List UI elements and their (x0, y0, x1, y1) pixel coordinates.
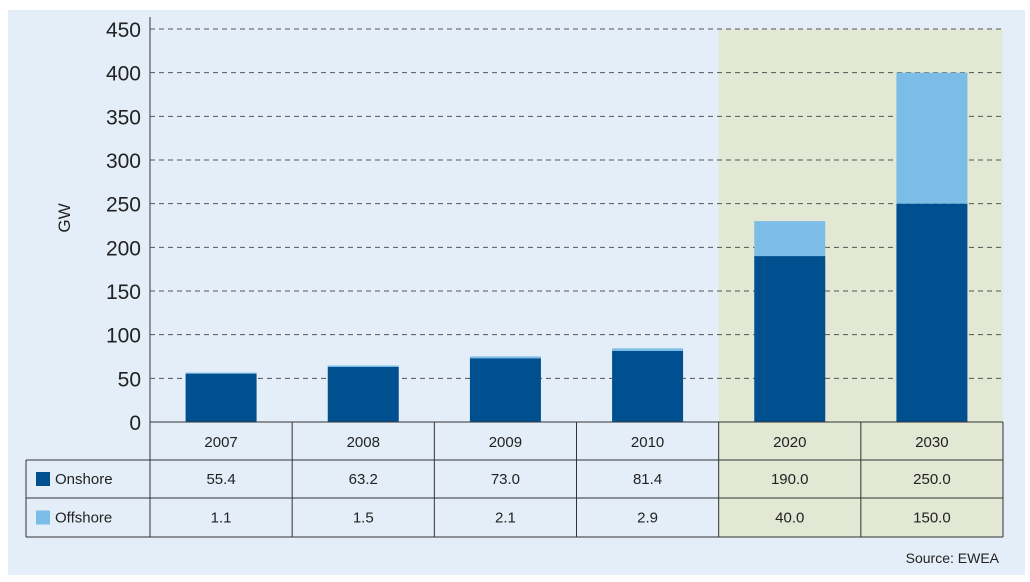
y-axis-label: GW (55, 203, 74, 232)
legend-swatch-offshore (36, 510, 50, 525)
data-label-onshore: 55.4 (206, 471, 235, 488)
x-tick-label: 2020 (773, 434, 806, 451)
y-tick-label: 450 (106, 19, 141, 42)
y-tick-label: 50 (118, 368, 141, 391)
data-label-offshore: 2.1 (495, 510, 516, 527)
bar-offshore-2008 (327, 365, 399, 367)
bar-onshore-2020 (754, 256, 826, 422)
bar-onshore-2010 (612, 350, 684, 422)
y-tick-label: 150 (106, 281, 141, 304)
x-tick-label: 2007 (204, 434, 237, 451)
bar-offshore-2009 (469, 356, 541, 359)
bar-offshore-2007 (185, 372, 257, 374)
bar-offshore-2030 (896, 72, 968, 204)
bar-offshore-2020 (754, 221, 826, 257)
bar-onshore-2009 (469, 358, 541, 422)
data-label-offshore: 1.5 (353, 510, 374, 527)
data-label-offshore: 150.0 (913, 510, 951, 527)
source-note: Source: EWEA (906, 550, 1000, 566)
bar-offshore-2010 (612, 348, 684, 351)
x-tick-label: 2030 (915, 434, 948, 451)
data-label-onshore: 81.4 (633, 471, 662, 488)
legend-swatch-onshore (36, 472, 50, 486)
x-tick-label: 2010 (631, 434, 664, 451)
bar-onshore-2007 (185, 373, 257, 422)
y-tick-label: 300 (106, 150, 141, 173)
y-tick-label: 0 (129, 412, 141, 435)
legend-label-offshore: Offshore (55, 510, 112, 527)
data-label-onshore: 250.0 (913, 471, 951, 488)
y-tick-label: 200 (106, 237, 141, 260)
x-tick-label: 2009 (489, 434, 522, 451)
y-tick-label: 400 (106, 63, 141, 86)
data-label-onshore: 190.0 (771, 471, 809, 488)
y-tick-label: 100 (106, 325, 141, 348)
data-label-offshore: 40.0 (775, 510, 804, 527)
y-tick-label: 250 (106, 194, 141, 217)
data-label-onshore: 73.0 (491, 471, 520, 488)
y-tick-label: 350 (106, 106, 141, 129)
data-label-onshore: 63.2 (349, 471, 378, 488)
data-label-offshore: 1.1 (211, 510, 232, 527)
x-tick-label: 2008 (347, 434, 380, 451)
bar-onshore-2008 (327, 366, 399, 422)
data-label-offshore: 2.9 (637, 510, 658, 527)
bar-onshore-2030 (896, 203, 968, 422)
legend-label-onshore: Onshore (55, 471, 113, 488)
